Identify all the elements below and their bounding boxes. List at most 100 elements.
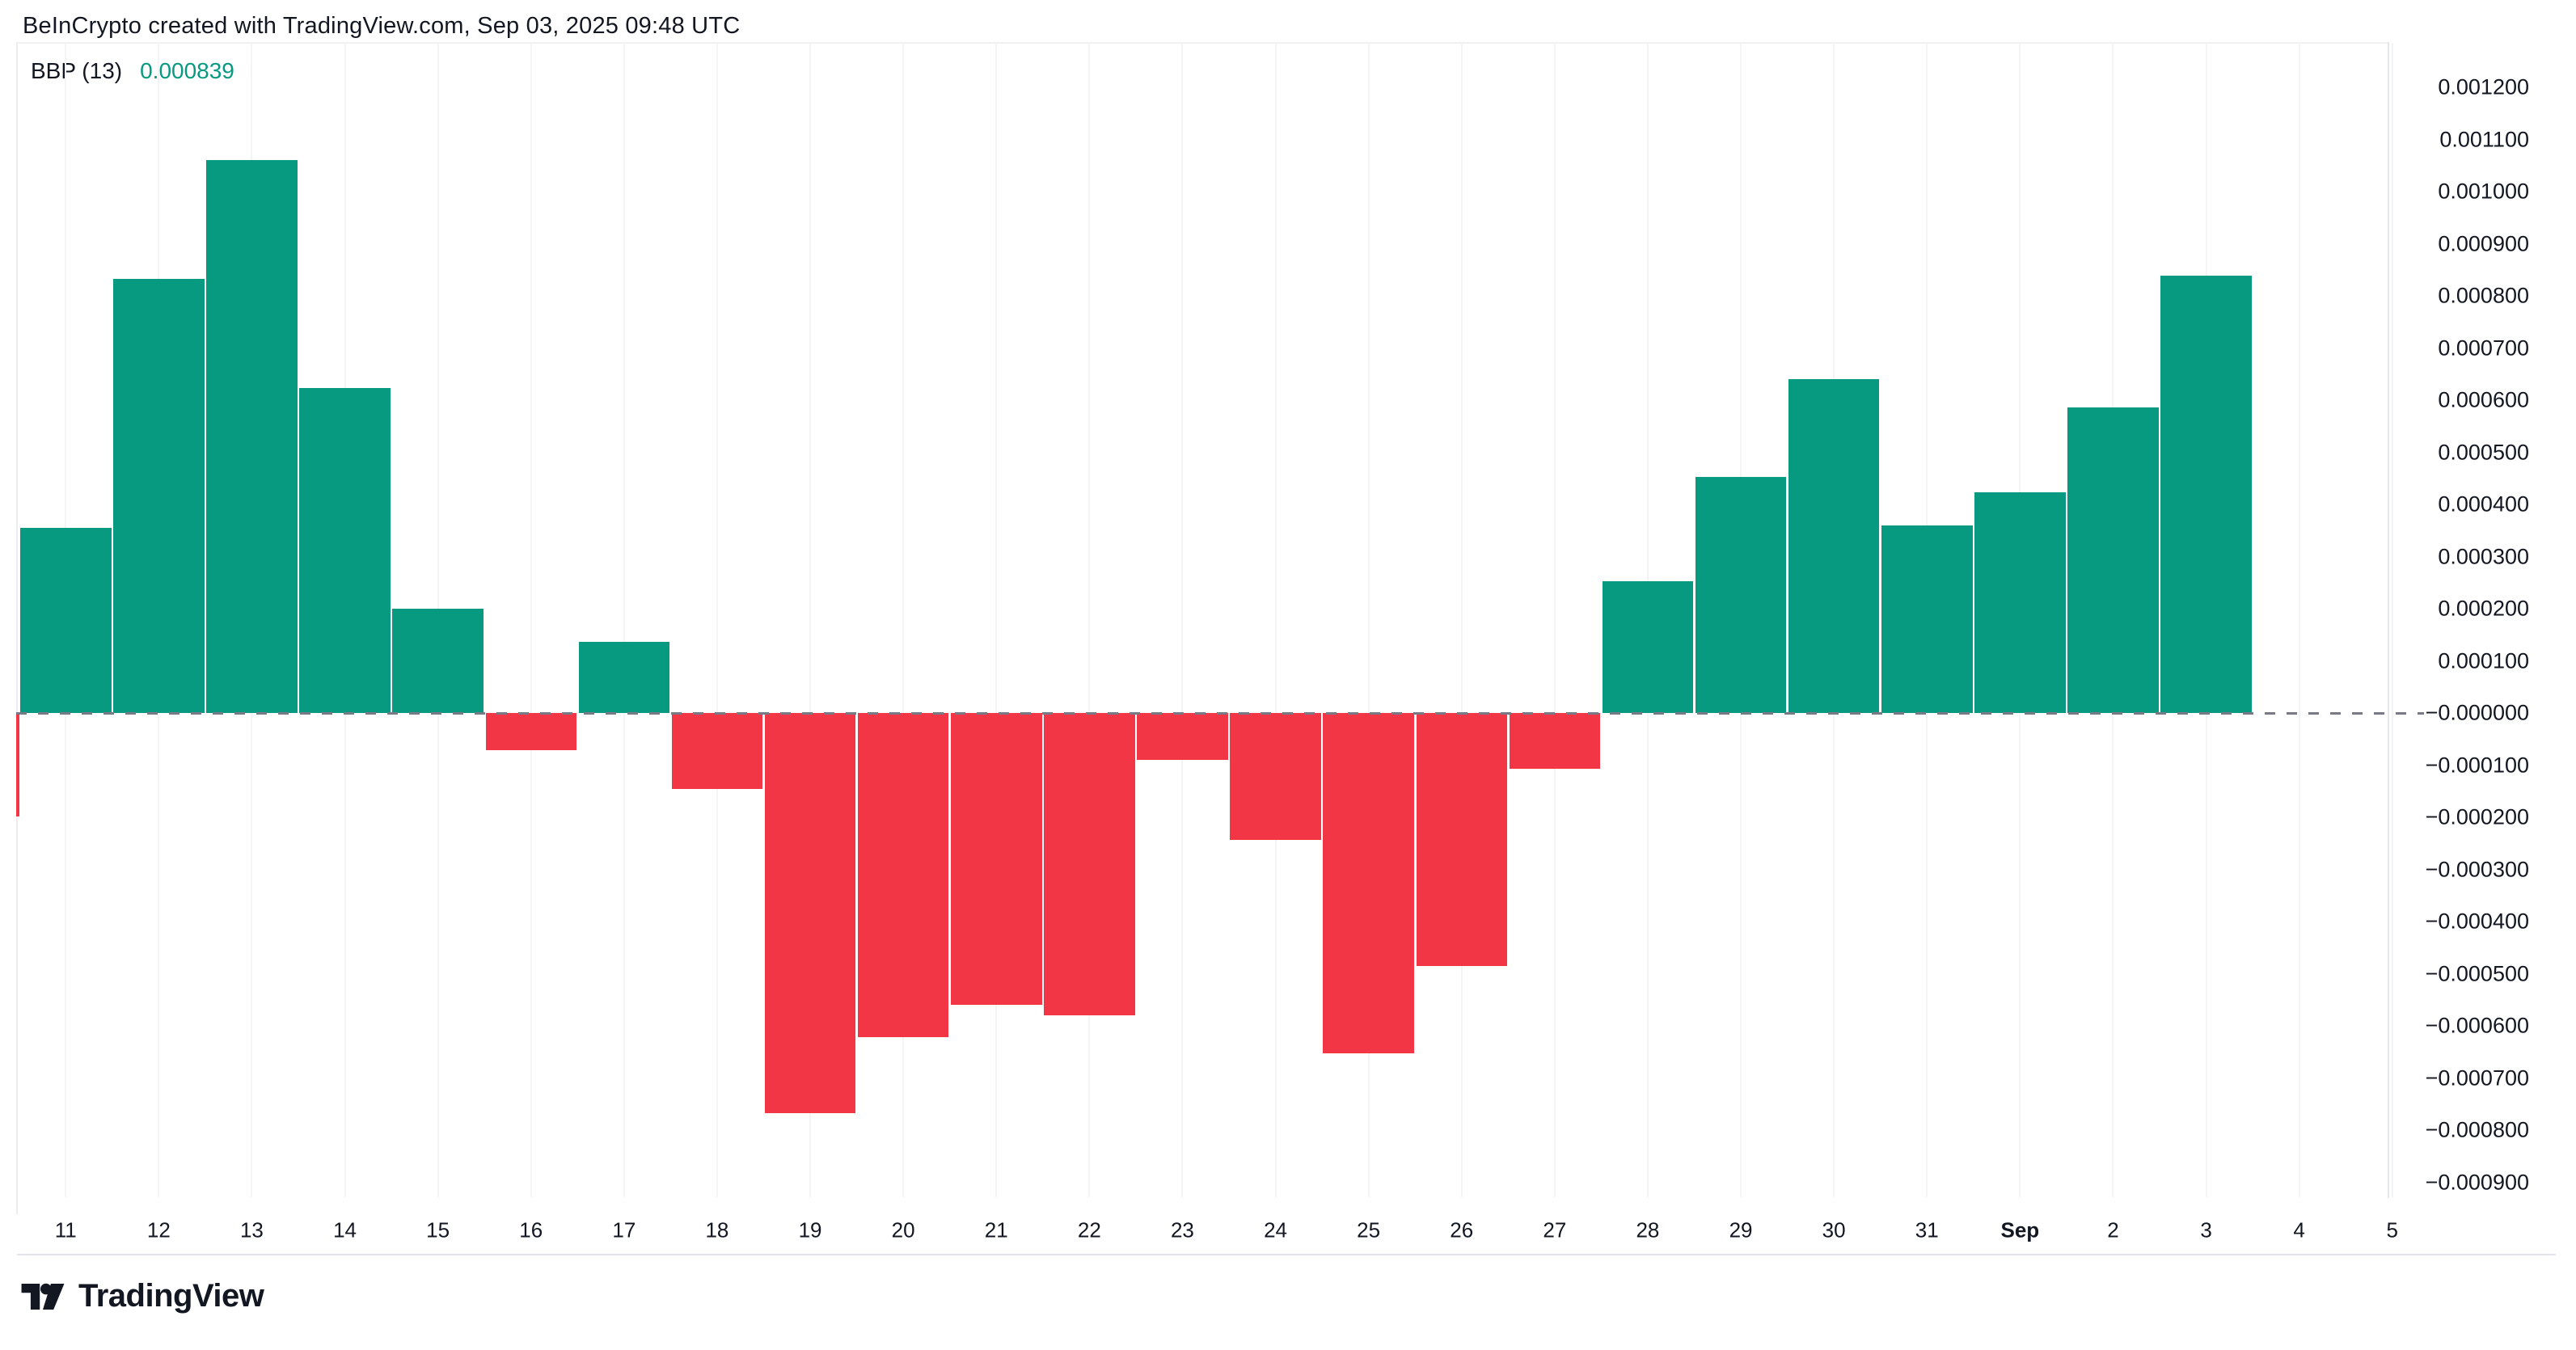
y-axis-label: 0.000200: [2438, 596, 2529, 621]
x-axis-label: 28: [1636, 1217, 1660, 1242]
y-axis-label: 0.000400: [2438, 491, 2529, 517]
x-axis-label: 5: [2386, 1217, 2398, 1242]
vertical-gridline: [623, 43, 625, 1197]
bar-18[interactable]: [671, 713, 763, 790]
x-axis-label: 15: [426, 1217, 450, 1242]
bar-22[interactable]: [1044, 713, 1135, 1016]
x-axis-label: 19: [798, 1217, 822, 1242]
vertical-gridline: [902, 43, 905, 1197]
x-axis-label: Sep: [2000, 1217, 2040, 1242]
vertical-gridline: [530, 43, 532, 1197]
vertical-gridline: [1367, 43, 1370, 1197]
y-axis-label: −0.000400: [2425, 909, 2529, 934]
vertical-gridline: [1274, 43, 1277, 1197]
y-axis-label: −0.000800: [2425, 1117, 2529, 1142]
indicator-value: 0.000839: [140, 58, 234, 83]
bar-13[interactable]: [206, 160, 298, 713]
tradingview-wordmark: TradingView: [78, 1278, 264, 1314]
bar-25[interactable]: [1323, 713, 1414, 1053]
y-axis-label: 0.001200: [2438, 74, 2529, 99]
y-axis-label: 0.000900: [2438, 231, 2529, 255]
vertical-gridline: [2391, 43, 2393, 1197]
y-axis-label: 0.001000: [2438, 179, 2529, 204]
tradingview-logo-icon: [21, 1283, 65, 1310]
footer-separator: [17, 1254, 2556, 1255]
y-axis-label: 0.000100: [2438, 648, 2529, 673]
bar-3[interactable]: [2160, 275, 2252, 713]
y-axis-label: 0.000800: [2438, 283, 2529, 308]
bar-15[interactable]: [392, 609, 484, 713]
bar-28[interactable]: [1602, 581, 1694, 713]
bar-20[interactable]: [857, 713, 949, 1038]
page-title: BeInCrypto created with TradingView.com,…: [23, 13, 741, 39]
x-axis-label: 14: [333, 1217, 357, 1242]
bar-Sep[interactable]: [1974, 491, 2066, 713]
y-axis-label: 0.000300: [2438, 544, 2529, 568]
bar-14[interactable]: [299, 388, 391, 713]
y-axis-label: 0.000700: [2438, 335, 2529, 360]
x-axis-label: 11: [54, 1217, 77, 1242]
bar-31[interactable]: [1881, 525, 1973, 713]
indicator-name: BBP (13): [31, 58, 123, 83]
y-axis-label: −0.000300: [2425, 857, 2529, 881]
x-axis-label: 18: [705, 1217, 729, 1242]
x-axis-label: 13: [239, 1217, 264, 1242]
bar-17[interactable]: [578, 642, 670, 713]
y-axis-label: −0.000700: [2425, 1065, 2529, 1090]
indicator-legend[interactable]: BBP (13) 0.000839: [31, 58, 234, 84]
x-axis-label: 24: [1264, 1217, 1288, 1242]
x-axis-label: 22: [1077, 1217, 1101, 1242]
vertical-gridline: [1460, 43, 1463, 1197]
bar-29[interactable]: [1695, 477, 1787, 713]
y-axis-label: 0.001100: [2439, 127, 2529, 151]
vertical-gridline: [995, 43, 998, 1197]
x-axis-label: 26: [1450, 1217, 1474, 1242]
x-axis-label: 12: [146, 1217, 171, 1242]
x-axis-label: 16: [519, 1217, 543, 1242]
bar-left-clipped[interactable]: [16, 713, 19, 817]
bar-23[interactable]: [1137, 713, 1228, 761]
x-axis-label: 20: [891, 1217, 915, 1242]
x-axis-label: 25: [1357, 1217, 1381, 1242]
x-axis-label: 30: [1822, 1217, 1846, 1242]
bar-12[interactable]: [113, 278, 205, 713]
y-axis-label: −0.000500: [2425, 961, 2529, 985]
y-axis-label: −0.000100: [2425, 753, 2529, 777]
bar-16[interactable]: [485, 713, 576, 751]
y-axis-label: −0.000200: [2425, 804, 2529, 829]
vertical-gridline: [716, 43, 718, 1197]
zero-line: [16, 712, 2424, 715]
price-axis-border: [2388, 42, 2389, 1198]
bar-19[interactable]: [764, 713, 856, 1113]
y-axis-label: 0.000500: [2438, 440, 2529, 464]
x-axis-label: 23: [1170, 1217, 1194, 1242]
y-axis-label: −0.000600: [2425, 1013, 2529, 1038]
bar-26[interactable]: [1416, 713, 1507, 967]
bar-24[interactable]: [1230, 713, 1321, 841]
x-axis-label: 4: [2293, 1217, 2305, 1242]
x-axis-label: 31: [1915, 1217, 1939, 1242]
x-axis-label: 27: [1543, 1217, 1567, 1242]
vertical-gridline: [1181, 43, 1184, 1197]
vertical-gridline: [2298, 43, 2300, 1197]
bar-21[interactable]: [951, 713, 1042, 1005]
bar-2[interactable]: [2067, 407, 2159, 713]
x-axis-label: 2: [2107, 1217, 2119, 1242]
y-axis-label: 0.000600: [2438, 387, 2529, 412]
y-axis-label: −0.000900: [2425, 1170, 2529, 1194]
vertical-gridline: [1553, 43, 1556, 1197]
x-axis-label: 17: [612, 1217, 636, 1242]
plot-left-border: [16, 42, 18, 1214]
vertical-gridline: [1088, 43, 1091, 1197]
plot-top-border: [16, 42, 2388, 44]
bar-11[interactable]: [20, 528, 112, 713]
y-axis-label: −0.000000: [2425, 700, 2529, 725]
x-axis-label: 21: [984, 1217, 1008, 1242]
bar-27[interactable]: [1509, 713, 1601, 769]
x-axis-label: 3: [2200, 1217, 2212, 1242]
bar-30[interactable]: [1788, 378, 1880, 713]
vertical-gridline: [809, 43, 812, 1197]
x-axis-label: 29: [1729, 1217, 1753, 1242]
tradingview-brand[interactable]: TradingView: [20, 1278, 264, 1314]
